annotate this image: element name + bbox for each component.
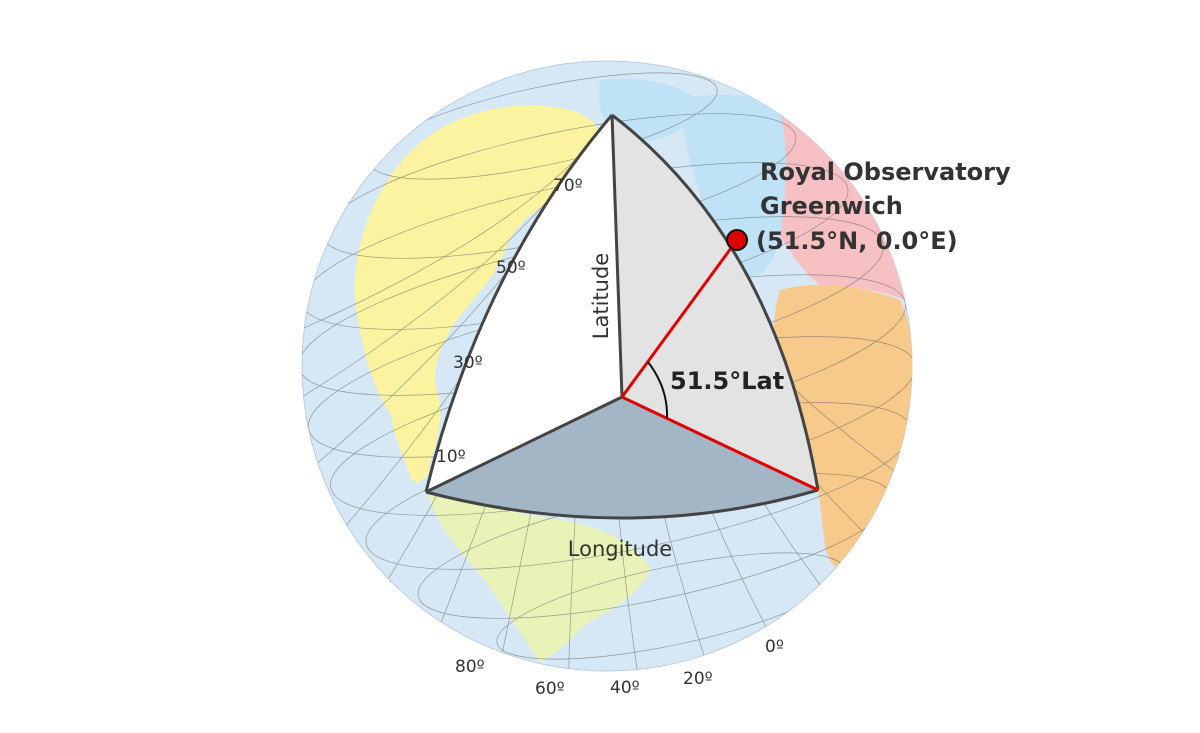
- polar-axis-radius: [610, 114, 624, 398]
- equator-arc: [425, 488, 819, 520]
- lon-tick-80: 80º: [455, 657, 485, 677]
- lat-tick-10: 10º: [436, 447, 466, 467]
- latitude-axis-label: Latitude: [589, 253, 613, 339]
- equator-wedge: [426, 397, 818, 519]
- lat-tick-70: 70º: [553, 176, 583, 196]
- greenwich-marker: [726, 229, 748, 251]
- latitude-angle-label: 51.5°Lat: [670, 367, 784, 395]
- latitude-arc: [424, 114, 614, 493]
- north-america: [354, 105, 601, 470]
- meridian-wedge: [612, 115, 818, 490]
- lat-tick-30: 30º: [453, 353, 483, 373]
- asia: [764, 95, 909, 300]
- lon-tick-40: 40º: [610, 678, 640, 698]
- longitude-axis-label: Longitude: [568, 537, 672, 561]
- observatory-name-line1: Royal Observatory: [760, 158, 1011, 186]
- lon-tick-0: 0º: [765, 637, 784, 657]
- observatory-name-line2: Greenwich: [760, 192, 903, 220]
- wedge-edges: [424, 113, 820, 520]
- europe: [680, 94, 786, 277]
- prime-meridian-arc: [611, 113, 820, 491]
- lon-tick-20: 20º: [683, 669, 713, 689]
- lon-tick-60: 60º: [535, 679, 565, 699]
- south-america: [428, 495, 650, 662]
- equator-radius-red: [621, 395, 819, 492]
- observatory-radius: [620, 239, 739, 398]
- observatory-coordinates: (51.5°N, 0.0°E): [756, 227, 958, 255]
- africa: [773, 284, 912, 571]
- land-masses: [354, 78, 912, 662]
- equator-radius-left: [425, 395, 623, 494]
- latitude-wedge: [426, 115, 622, 492]
- latitude-angle-arc: [647, 361, 669, 419]
- lat-tick-50: 50º: [496, 258, 526, 278]
